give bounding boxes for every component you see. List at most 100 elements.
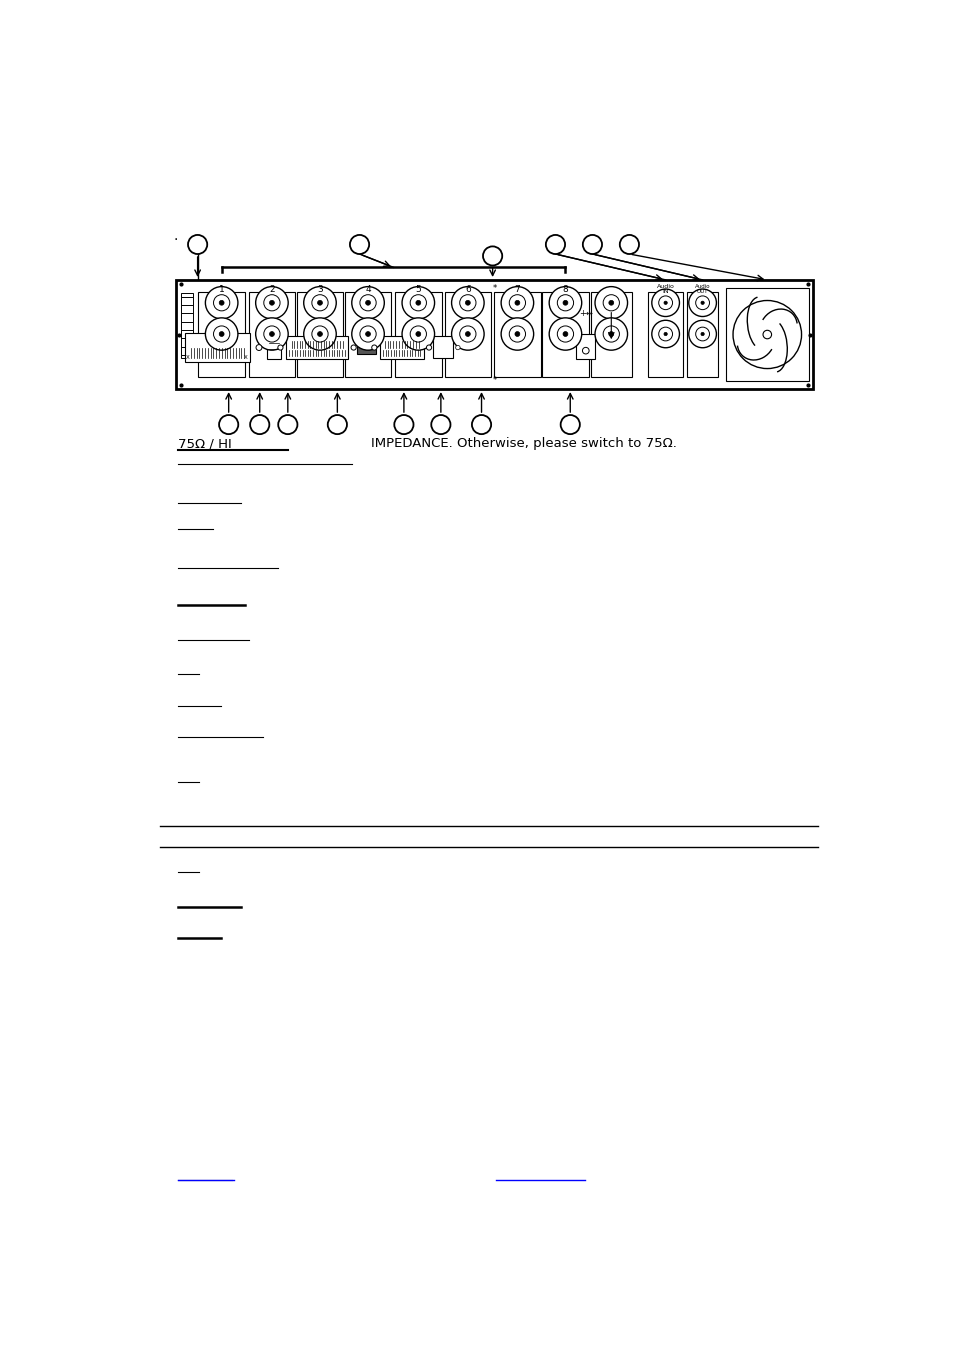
Text: 7: 7 <box>514 285 519 295</box>
Bar <box>576 334 594 360</box>
Ellipse shape <box>562 300 567 306</box>
Ellipse shape <box>205 318 237 350</box>
Ellipse shape <box>456 345 459 350</box>
Ellipse shape <box>350 235 369 254</box>
Ellipse shape <box>658 296 672 310</box>
Ellipse shape <box>394 415 413 434</box>
Ellipse shape <box>465 300 470 306</box>
Ellipse shape <box>459 326 476 342</box>
Bar <box>267 334 281 360</box>
Ellipse shape <box>595 287 627 319</box>
Ellipse shape <box>451 318 483 350</box>
Ellipse shape <box>465 331 470 337</box>
Ellipse shape <box>359 326 375 342</box>
Text: .: . <box>173 228 177 243</box>
Ellipse shape <box>651 320 679 347</box>
Ellipse shape <box>372 345 376 350</box>
Text: 6: 6 <box>464 285 470 295</box>
Ellipse shape <box>663 333 666 335</box>
Text: 2: 2 <box>269 285 274 295</box>
Ellipse shape <box>255 287 288 319</box>
Bar <box>379 337 423 360</box>
Text: +↔: +↔ <box>578 310 592 318</box>
Text: 8: 8 <box>562 285 568 295</box>
Ellipse shape <box>317 331 322 337</box>
Ellipse shape <box>219 415 238 434</box>
Ellipse shape <box>312 326 328 342</box>
Ellipse shape <box>515 331 519 337</box>
Bar <box>590 292 631 377</box>
Ellipse shape <box>602 326 618 342</box>
Ellipse shape <box>562 331 567 337</box>
Ellipse shape <box>303 287 335 319</box>
Bar <box>494 292 540 377</box>
Ellipse shape <box>595 318 627 350</box>
Ellipse shape <box>509 295 525 311</box>
Ellipse shape <box>303 318 335 350</box>
Ellipse shape <box>269 331 274 337</box>
Ellipse shape <box>688 320 716 347</box>
Ellipse shape <box>500 287 533 319</box>
Ellipse shape <box>219 300 224 306</box>
Ellipse shape <box>401 318 435 350</box>
Ellipse shape <box>416 331 420 337</box>
Bar <box>724 288 808 381</box>
Ellipse shape <box>219 331 224 337</box>
Bar <box>176 280 812 389</box>
Ellipse shape <box>359 295 375 311</box>
Ellipse shape <box>213 326 230 342</box>
Ellipse shape <box>602 295 618 311</box>
Ellipse shape <box>762 330 771 339</box>
Ellipse shape <box>269 300 274 306</box>
Ellipse shape <box>608 331 613 337</box>
Text: X: X <box>244 356 248 360</box>
Ellipse shape <box>328 415 347 434</box>
Bar <box>181 293 193 358</box>
Text: *: * <box>492 284 497 293</box>
Ellipse shape <box>732 300 801 369</box>
Ellipse shape <box>619 235 639 254</box>
Bar <box>296 292 343 377</box>
Ellipse shape <box>416 300 420 306</box>
Ellipse shape <box>401 287 435 319</box>
Ellipse shape <box>431 415 450 434</box>
Text: IMPEDANCE. Otherwise, please switch to 75Ω.: IMPEDANCE. Otherwise, please switch to 7… <box>370 437 676 450</box>
Ellipse shape <box>700 301 703 304</box>
Ellipse shape <box>255 345 262 350</box>
Text: *: * <box>492 376 497 385</box>
Ellipse shape <box>545 235 564 254</box>
Text: Audio
IN: Audio IN <box>656 284 674 295</box>
Bar <box>444 292 491 377</box>
Ellipse shape <box>608 300 613 306</box>
Ellipse shape <box>557 295 573 311</box>
Ellipse shape <box>549 287 581 319</box>
Ellipse shape <box>582 235 601 254</box>
Text: Audio
OUT: Audio OUT <box>694 284 710 295</box>
Ellipse shape <box>352 287 384 319</box>
Ellipse shape <box>365 300 370 306</box>
Text: X: X <box>186 356 190 360</box>
Ellipse shape <box>700 333 703 335</box>
Bar <box>344 292 391 377</box>
Text: 4: 4 <box>365 285 371 295</box>
Ellipse shape <box>560 415 579 434</box>
Ellipse shape <box>352 318 384 350</box>
Bar <box>249 292 294 377</box>
Bar <box>185 333 250 362</box>
Ellipse shape <box>312 295 328 311</box>
Ellipse shape <box>482 246 501 265</box>
Ellipse shape <box>695 327 709 341</box>
Ellipse shape <box>509 326 525 342</box>
Ellipse shape <box>317 300 322 306</box>
Text: 3: 3 <box>316 285 322 295</box>
Bar <box>686 292 718 377</box>
Ellipse shape <box>351 345 355 350</box>
Ellipse shape <box>255 318 288 350</box>
Ellipse shape <box>426 345 431 350</box>
Ellipse shape <box>365 331 370 337</box>
Ellipse shape <box>277 345 283 350</box>
Ellipse shape <box>451 287 483 319</box>
Ellipse shape <box>695 296 709 310</box>
Ellipse shape <box>557 326 573 342</box>
Ellipse shape <box>205 287 237 319</box>
